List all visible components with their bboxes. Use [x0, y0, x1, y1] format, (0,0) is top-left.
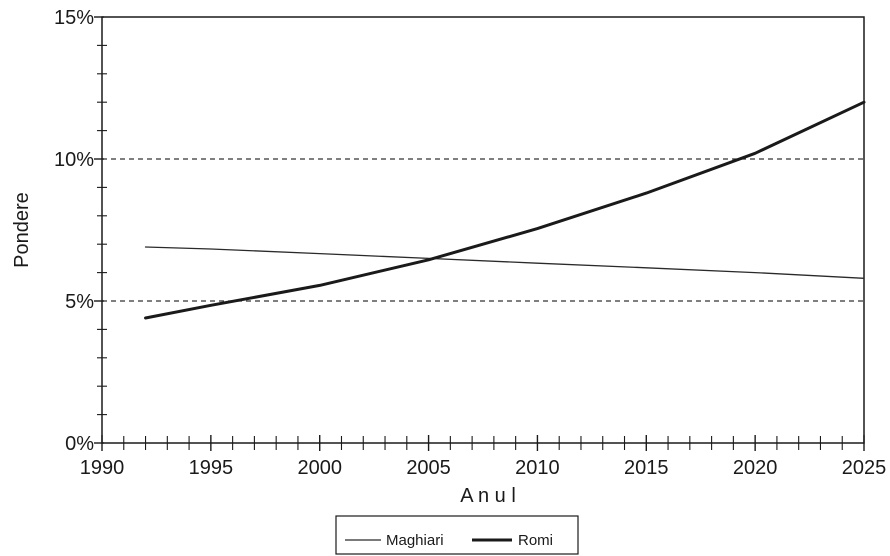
- y-tick-label-15: 15%: [54, 7, 94, 29]
- grid-layer: [102, 158, 864, 302]
- x-tick-label-2025: 2025: [842, 457, 887, 479]
- tick-layer: [94, 16, 865, 451]
- x-tick-label-1990: 1990: [80, 457, 125, 479]
- x-tick-label-1995: 1995: [189, 457, 234, 479]
- series-line-romi: [144, 100, 866, 320]
- x-axis-title: A n u l: [460, 485, 516, 507]
- x-tick-label-2000: 2000: [297, 457, 342, 479]
- legend-label-romi: Romi: [518, 532, 553, 549]
- legend: Maghiari Romi: [335, 515, 579, 555]
- y-tick-label-5: 5%: [65, 291, 94, 313]
- y-tick-label-10: 10%: [54, 149, 94, 171]
- x-tick-label-2010: 2010: [515, 457, 560, 479]
- x-tick-label-2015: 2015: [624, 457, 669, 479]
- label-layer: 1990 1995 2000 2005 2010 2015 2020 2025 0% 5% 10% 1…: [54, 7, 886, 479]
- y-axis-title: Pondere: [11, 192, 33, 268]
- x-tick-label-2020: 2020: [733, 457, 778, 479]
- legend-label-maghiari: Maghiari: [386, 532, 444, 549]
- y-tick-label-0: 0%: [65, 433, 94, 455]
- series-layer: [144, 100, 866, 320]
- plot-area-frame: [101, 16, 865, 444]
- series-line-maghiari: [144, 246, 865, 279]
- x-tick-label-2005: 2005: [406, 457, 451, 479]
- legend-box: [335, 515, 579, 555]
